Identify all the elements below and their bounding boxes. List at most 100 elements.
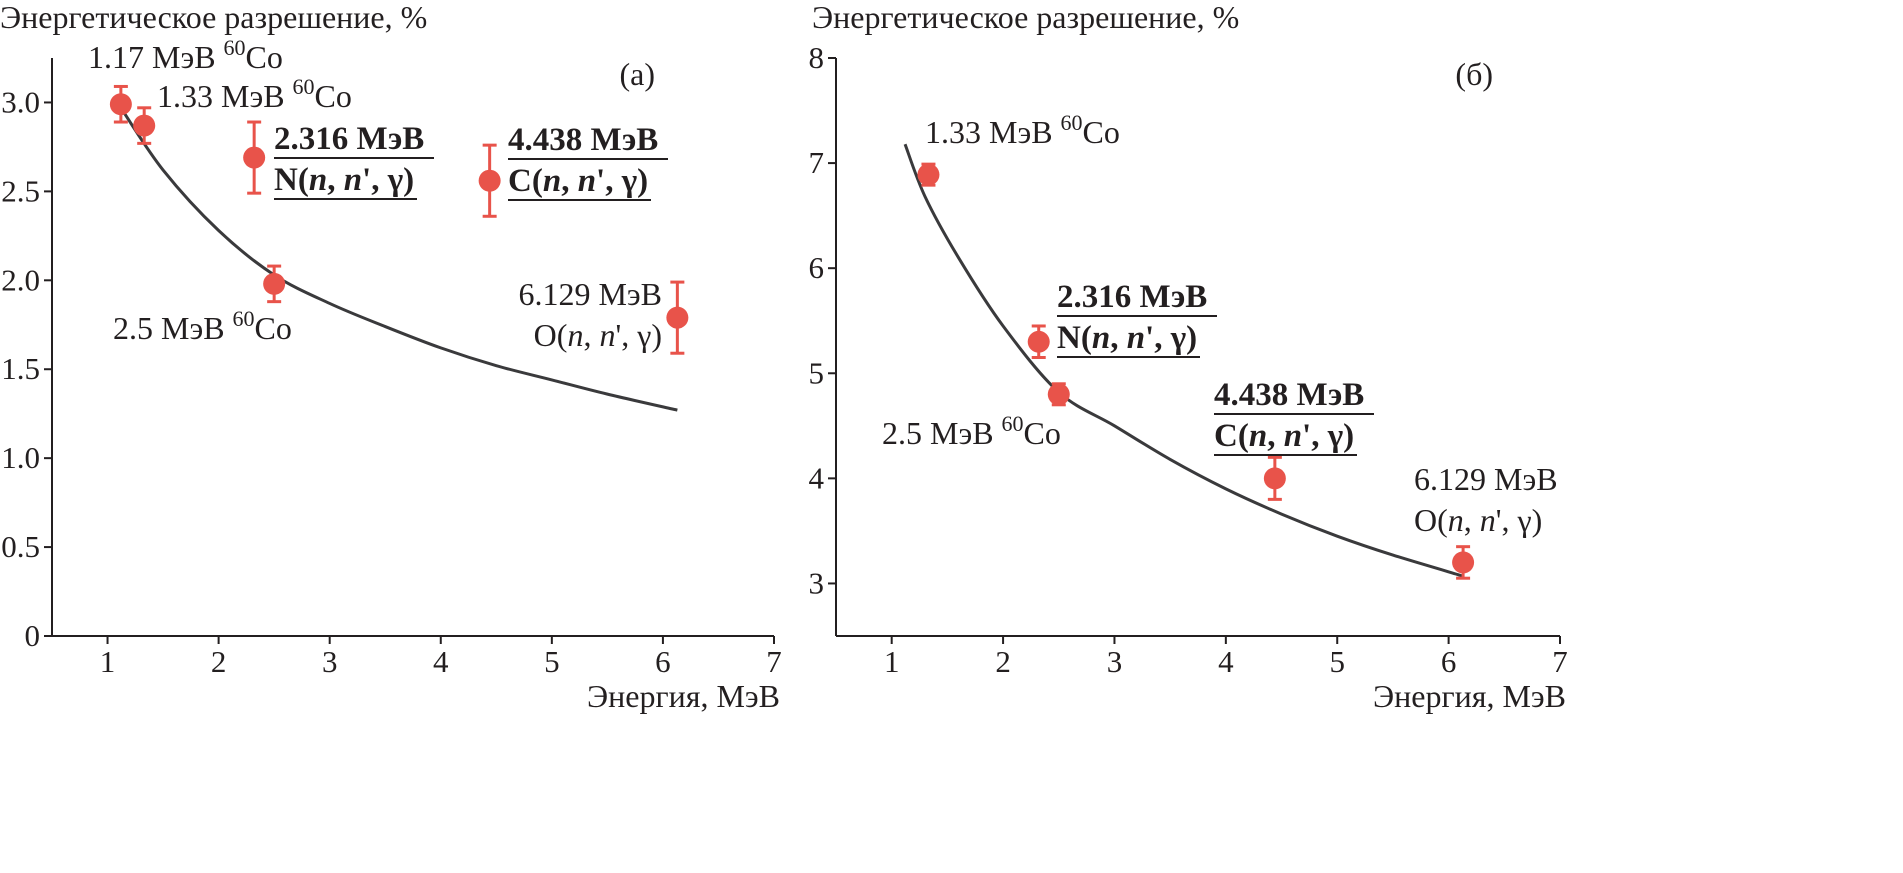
x-axis-title: Энергия, МэВ [587, 678, 780, 714]
annotation-isotope-symbol: Co [255, 310, 292, 346]
x-tick-label: 2 [995, 644, 1011, 679]
point-marker [109, 93, 132, 116]
point-annotation: 2.5 МэВ 60Co [882, 411, 1061, 451]
annotation-line-1: 6.129 МэВ [1414, 461, 1558, 497]
annotation-energy: 4.438 МэВ [508, 122, 658, 158]
y-tick-label: 4 [809, 460, 825, 495]
chart-panel-a: 0 0.5 1.0 1.5 2.0 2.5 3.0 1 2 3 4 5 6 7 Энергетическое… [0, 0, 782, 714]
point-marker [1027, 330, 1050, 353]
annotation-line-2: N(n, n', γ) [1057, 320, 1197, 356]
y-tick-label: 0 [25, 618, 41, 653]
x-tick-label: 7 [766, 644, 782, 679]
point-marker [133, 114, 156, 137]
data-point [478, 143, 501, 218]
annotation-line-2: N(n, n', γ) [274, 162, 414, 198]
annotation-energy: 2.316 МэВ [274, 121, 424, 157]
annotation-isotope-mass: 60 [1061, 110, 1083, 135]
annotation-line-2: C(n, n', γ) [508, 163, 648, 199]
data-point [263, 264, 286, 304]
chart-panel-b: 3 4 5 6 7 8 1 2 3 4 5 6 7 Энергетическое разрешение, … [809, 0, 1568, 714]
annotation-energy: 4.438 МэВ [1214, 377, 1364, 413]
annotation-energy: 1.17 МэВ [88, 39, 224, 75]
x-tick-label: 5 [544, 644, 560, 679]
point-annotation: 2.316 МэВ N(n, n', γ) [1057, 279, 1217, 358]
y-tick-label: 3 [809, 565, 825, 600]
data-point [1027, 324, 1050, 360]
data-point [109, 84, 132, 124]
annotation-isotope-mass: 60 [1002, 411, 1024, 436]
data-point [1263, 455, 1286, 501]
annotation-line-1: 1.33 МэВ 60Co [157, 74, 352, 114]
annotation-line-1: 1.17 МэВ 60Co [88, 35, 283, 75]
x-tick-label: 5 [1329, 644, 1345, 679]
annotation-line-1: 2.316 МэВ [1057, 279, 1207, 315]
annotation-isotope-mass: 60 [233, 306, 255, 331]
data-point [133, 106, 156, 145]
annotation-line-1: 4.438 МэВ [1214, 377, 1364, 413]
point-annotation: 1.33 МэВ 60Co [925, 110, 1120, 150]
fit-curve [903, 143, 1464, 578]
point-marker [1047, 383, 1070, 406]
y-axis-title: Энергетическое разрешение, % [0, 0, 427, 35]
point-marker [478, 169, 501, 192]
point-annotation: 4.438 МэВ C(n, n', γ) [508, 122, 668, 201]
point-marker [1452, 551, 1475, 574]
annotation-energy: 2.5 МэВ [113, 310, 233, 346]
x-tick-label: 7 [1552, 644, 1568, 679]
y-tick-label: 2.0 [1, 262, 40, 297]
point-annotation: 6.129 МэВ O(n, n', γ) [1414, 461, 1558, 538]
annotation-line-1: 1.33 МэВ 60Co [925, 110, 1120, 150]
annotation-line-1: 6.129 МэВ [518, 276, 662, 312]
y-tick-label: 8 [809, 40, 825, 75]
point-annotation: 4.438 МэВ C(n, n', γ) [1214, 377, 1374, 456]
x-tick-label: 4 [1218, 644, 1234, 679]
fit-curve [119, 106, 678, 412]
y-axis-title: Энергетическое разрешение, % [812, 0, 1239, 35]
point-annotation: 6.129 МэВ O(n, n', γ) [518, 276, 662, 353]
point-annotation: 1.33 МэВ 60Co [157, 74, 352, 114]
y-tick-label: 6 [809, 250, 825, 285]
annotation-energy: 2.316 МэВ [1057, 279, 1207, 315]
data-point [1452, 545, 1475, 580]
point-marker [263, 272, 286, 295]
point-annotation: 2.5 МэВ 60Co [113, 306, 292, 346]
annotation-isotope-symbol: Co [1083, 114, 1120, 150]
x-tick-label: 1 [884, 644, 900, 679]
panel-label: (б) [1455, 56, 1493, 92]
annotation-energy: 6.129 МэВ [518, 276, 662, 312]
y-tick-label: 3.0 [1, 84, 40, 119]
x-axis-title: Энергия, МэВ [1373, 678, 1566, 714]
annotation-energy: 1.33 МэВ [157, 78, 293, 114]
x-tick-label: 2 [211, 644, 227, 679]
annotation-line-1: 2.316 МэВ [274, 121, 424, 157]
y-tick-label: 7 [809, 145, 825, 180]
point-marker [243, 146, 266, 169]
x-tick-label: 4 [433, 644, 449, 679]
data-point [917, 162, 940, 187]
annotation-line-2: O(n, n', γ) [1414, 502, 1542, 538]
x-tick-label: 6 [655, 644, 671, 679]
data-point [1047, 382, 1070, 407]
annotation-line-1: 4.438 МэВ [508, 122, 658, 158]
annotation-isotope-symbol: Co [315, 78, 352, 114]
annotation-energy: 6.129 МэВ [1414, 461, 1558, 497]
y-tick-label: 5 [809, 355, 825, 390]
x-tick-label: 1 [100, 644, 116, 679]
point-annotation: 2.316 МэВ N(n, n', γ) [274, 121, 434, 200]
data-point [666, 280, 689, 355]
data-point [243, 120, 266, 195]
annotation-isotope-symbol: Co [1024, 415, 1061, 451]
point-marker [917, 163, 940, 186]
x-tick-label: 3 [1107, 644, 1123, 679]
point-marker [666, 306, 689, 329]
point-marker [1263, 467, 1286, 490]
annotation-isotope-symbol: Co [246, 39, 283, 75]
annotation-energy: 2.5 МэВ [882, 415, 1002, 451]
y-tick-label: 2.5 [1, 173, 40, 208]
annotation-line-1: 2.5 МэВ 60Co [882, 411, 1061, 451]
annotation-energy: 1.33 МэВ [925, 114, 1061, 150]
annotation-line-2: O(n, n', γ) [534, 317, 662, 353]
y-tick-label: 1.0 [1, 440, 40, 475]
annotation-isotope-mass: 60 [224, 35, 246, 60]
